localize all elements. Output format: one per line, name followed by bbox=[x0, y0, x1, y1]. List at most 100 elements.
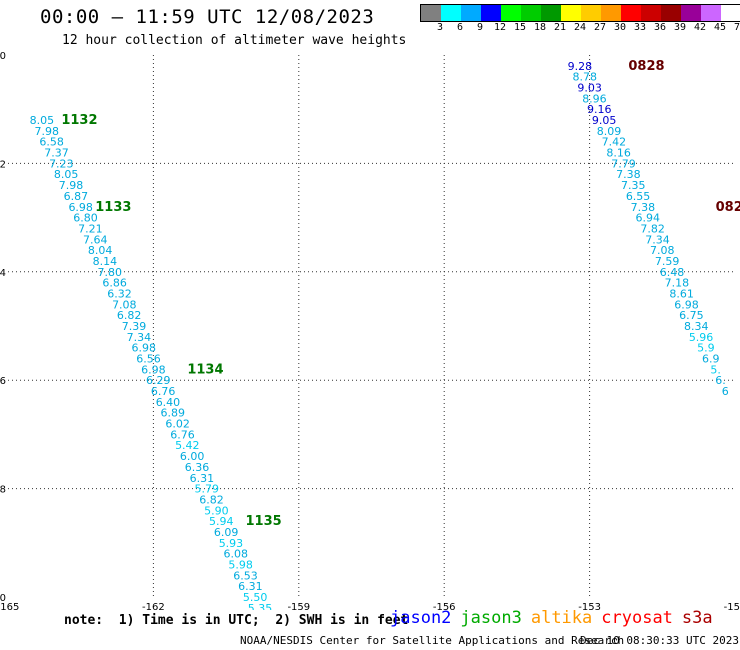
x-tick-label: -165 bbox=[0, 602, 19, 610]
wave-height-point: 5.96 bbox=[689, 331, 714, 344]
wave-height-point: 6.94 bbox=[636, 212, 661, 225]
color-scale-swatch bbox=[661, 5, 681, 21]
color-scale-swatch bbox=[601, 5, 621, 21]
wave-height-point: 6.98 bbox=[141, 363, 166, 376]
y-tick-label: -38 bbox=[0, 485, 6, 496]
color-scale-label: 15 bbox=[513, 22, 527, 33]
wave-height-point: 7.08 bbox=[112, 298, 137, 311]
color-scale-label: 39 bbox=[673, 22, 687, 33]
wave-height-point: 5.98 bbox=[228, 558, 253, 571]
color-scale-label: 21 bbox=[553, 22, 567, 33]
wave-height-point: 6.56 bbox=[136, 353, 161, 366]
color-scale-label: 12 bbox=[493, 22, 507, 33]
wave-height-point: 6.02 bbox=[165, 418, 190, 431]
pass-time-label: 1135 bbox=[245, 514, 281, 529]
color-scale-swatch bbox=[461, 5, 481, 21]
pass-time-label: 0828 bbox=[628, 59, 664, 74]
wave-height-point: 5. bbox=[710, 363, 721, 376]
color-scale-swatch bbox=[701, 5, 721, 21]
footer-credit: NOAA/NESDIS Center for Satellite Applica… bbox=[240, 634, 625, 647]
wave-height-point: 6.82 bbox=[117, 309, 142, 322]
wave-height-point: 7.39 bbox=[122, 320, 147, 333]
wave-height-point: 6.58 bbox=[39, 136, 64, 149]
wave-height-point: 6.40 bbox=[156, 396, 181, 409]
color-scale-label: 9 bbox=[476, 22, 484, 33]
wave-height-point: 9.16 bbox=[587, 103, 612, 116]
legend-altika: altika bbox=[530, 608, 593, 628]
footer-timestamp: Dec 10 08:30:33 UTC 2023 bbox=[580, 634, 739, 647]
pass-time-label: 0827 bbox=[716, 200, 740, 215]
satellite-legend: jason2 jason3 altika cryosat s3a bbox=[390, 608, 722, 628]
color-scale-label: 27 bbox=[593, 22, 607, 33]
wave-height-point: 8.16 bbox=[606, 147, 631, 160]
wave-height-point: 7.42 bbox=[602, 136, 627, 149]
color-scale-swatch bbox=[721, 5, 740, 21]
wave-height-point: 5.35 bbox=[248, 602, 273, 610]
wave-height-point: 6.31 bbox=[238, 580, 263, 593]
wave-height-point: 8.05 bbox=[30, 114, 55, 127]
color-scale-label: 36 bbox=[653, 22, 667, 33]
color-scale-label: 70 bbox=[733, 22, 740, 33]
color-scale-swatch bbox=[501, 5, 521, 21]
wave-height-point: 6.48 bbox=[660, 266, 685, 279]
x-tick-label: -162 bbox=[142, 602, 165, 610]
wave-height-point: 6.98 bbox=[674, 298, 699, 311]
wave-height-point: 6.98 bbox=[131, 342, 156, 355]
legend-jason2: jason2 bbox=[390, 608, 452, 628]
color-scale-label: 33 bbox=[633, 22, 647, 33]
wave-height-point: 6.76 bbox=[170, 428, 195, 441]
wave-height-point: 8.04 bbox=[88, 244, 113, 257]
wave-height-point: 5.94 bbox=[209, 515, 234, 528]
wave-height-point: 9.28 bbox=[568, 60, 593, 73]
wave-height-point: 8.96 bbox=[582, 92, 607, 105]
wave-height-point: 8.05 bbox=[54, 168, 79, 181]
x-tick-label: -156 bbox=[433, 602, 456, 610]
wave-height-point: 7.38 bbox=[616, 168, 641, 181]
wave-height-point: 6.98 bbox=[68, 201, 93, 214]
wave-height-point: 8.78 bbox=[573, 71, 598, 84]
wave-height-point: 5.50 bbox=[243, 591, 268, 604]
wave-height-point: 5.42 bbox=[175, 439, 200, 452]
color-scale-swatch bbox=[621, 5, 641, 21]
wave-height-point: 6.89 bbox=[161, 407, 186, 420]
wave-height-point: 7.98 bbox=[59, 179, 84, 192]
wave-height-point: 6.00 bbox=[180, 450, 205, 463]
y-tick-label: -40 bbox=[0, 593, 6, 604]
wave-height-point: 6.53 bbox=[233, 569, 258, 582]
wave-height-color-scale bbox=[420, 4, 740, 22]
wave-height-point: 7.34 bbox=[645, 233, 670, 246]
wave-height-point: 7.34 bbox=[127, 331, 152, 344]
color-scale-swatch bbox=[481, 5, 501, 21]
wave-height-point: 6.9 bbox=[702, 353, 720, 366]
color-scale-swatch bbox=[681, 5, 701, 21]
wave-height-point: 6.80 bbox=[73, 212, 98, 225]
chart-title: 00:00 – 11:59 UTC 12/08/2023 bbox=[40, 6, 375, 28]
color-scale-swatch bbox=[441, 5, 461, 21]
wave-height-point: 7.98 bbox=[35, 125, 60, 138]
wave-height-point: 6.32 bbox=[107, 287, 132, 300]
color-scale-swatch bbox=[541, 5, 561, 21]
color-scale-label: 18 bbox=[533, 22, 547, 33]
color-scale-label: 45 bbox=[713, 22, 727, 33]
wave-height-point: 7.80 bbox=[98, 266, 123, 279]
legend-jason3: jason3 bbox=[460, 608, 522, 628]
wave-height-point: 7.23 bbox=[49, 157, 74, 170]
wave-height-point: 6.29 bbox=[146, 374, 171, 387]
wave-height-point: 6.55 bbox=[626, 190, 651, 203]
color-scale-label: 24 bbox=[573, 22, 587, 33]
wave-height-point: 8.09 bbox=[597, 125, 622, 138]
wave-height-point: 7.37 bbox=[44, 147, 69, 160]
wave-height-point: 7.38 bbox=[631, 201, 656, 214]
wave-height-point: 5.79 bbox=[194, 483, 219, 496]
wave-height-point: 9.05 bbox=[592, 114, 617, 127]
color-scale-swatch bbox=[641, 5, 661, 21]
wave-height-point: 7.79 bbox=[611, 157, 636, 170]
color-scale-swatch bbox=[581, 5, 601, 21]
wave-height-map: -30 -32 -34 -36 -38 -40-165 -162 -159 -156 -153 -1… bbox=[0, 51, 740, 610]
wave-height-point: 6.87 bbox=[64, 190, 89, 203]
wave-height-point: 6.76 bbox=[151, 385, 176, 398]
footer-note: note: 1) Time is in UTC; 2) SWH is in fe… bbox=[64, 613, 409, 628]
color-scale-swatch bbox=[521, 5, 541, 21]
wave-height-point: 6.75 bbox=[679, 309, 704, 322]
wave-height-point: 7.08 bbox=[650, 244, 675, 257]
